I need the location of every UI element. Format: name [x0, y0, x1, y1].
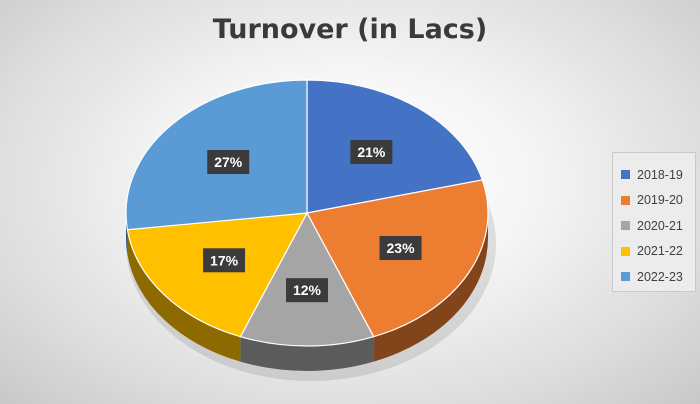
data-label-2018-19: 21% — [357, 144, 386, 160]
data-label-2020-21: 12% — [293, 282, 322, 298]
legend-swatch — [621, 272, 630, 282]
legend-item-2019-20: 2019-20 — [621, 188, 695, 214]
data-label-2021-22: 17% — [210, 252, 239, 268]
pie-side-2021-22 — [127, 229, 241, 362]
legend-swatch — [621, 195, 630, 205]
legend-label: 2022-23 — [637, 269, 683, 284]
legend-label: 2020-21 — [637, 218, 683, 233]
data-label-box-2020-21 — [286, 278, 328, 303]
legend-label: 2018-19 — [637, 167, 683, 182]
legend-label: 2021-22 — [637, 244, 683, 259]
legend-item-2018-19: 2018-19 — [621, 162, 695, 188]
data-label-box-2019-20 — [379, 236, 422, 261]
pie-side-2020-21 — [240, 336, 374, 371]
data-label-box-2021-22 — [203, 248, 246, 273]
data-label-box-2018-19 — [350, 140, 393, 165]
data-label-2019-20: 23% — [387, 240, 416, 256]
legend-swatch — [621, 170, 630, 180]
legend-item-2022-23: 2022-23 — [621, 264, 695, 290]
legend: 2018-19 2019-20 2020-21 2021-22 2022-23 — [612, 152, 696, 292]
legend-label: 2019-20 — [637, 193, 683, 208]
pie-slice-2018-19 — [306, 79, 483, 214]
pie-side-2019-20 — [373, 213, 488, 362]
legend-item-2020-21: 2020-21 — [621, 213, 695, 239]
pie-slice-2021-22 — [126, 212, 308, 338]
chart-title: Turnover (in Lacs) — [212, 14, 488, 45]
legend-item-2021-22: 2021-22 — [621, 239, 695, 265]
data-label-2022-23: 27% — [214, 154, 243, 170]
legend-swatch — [621, 221, 630, 231]
legend-swatch — [621, 246, 630, 256]
data-label-box-2022-23 — [207, 149, 250, 174]
